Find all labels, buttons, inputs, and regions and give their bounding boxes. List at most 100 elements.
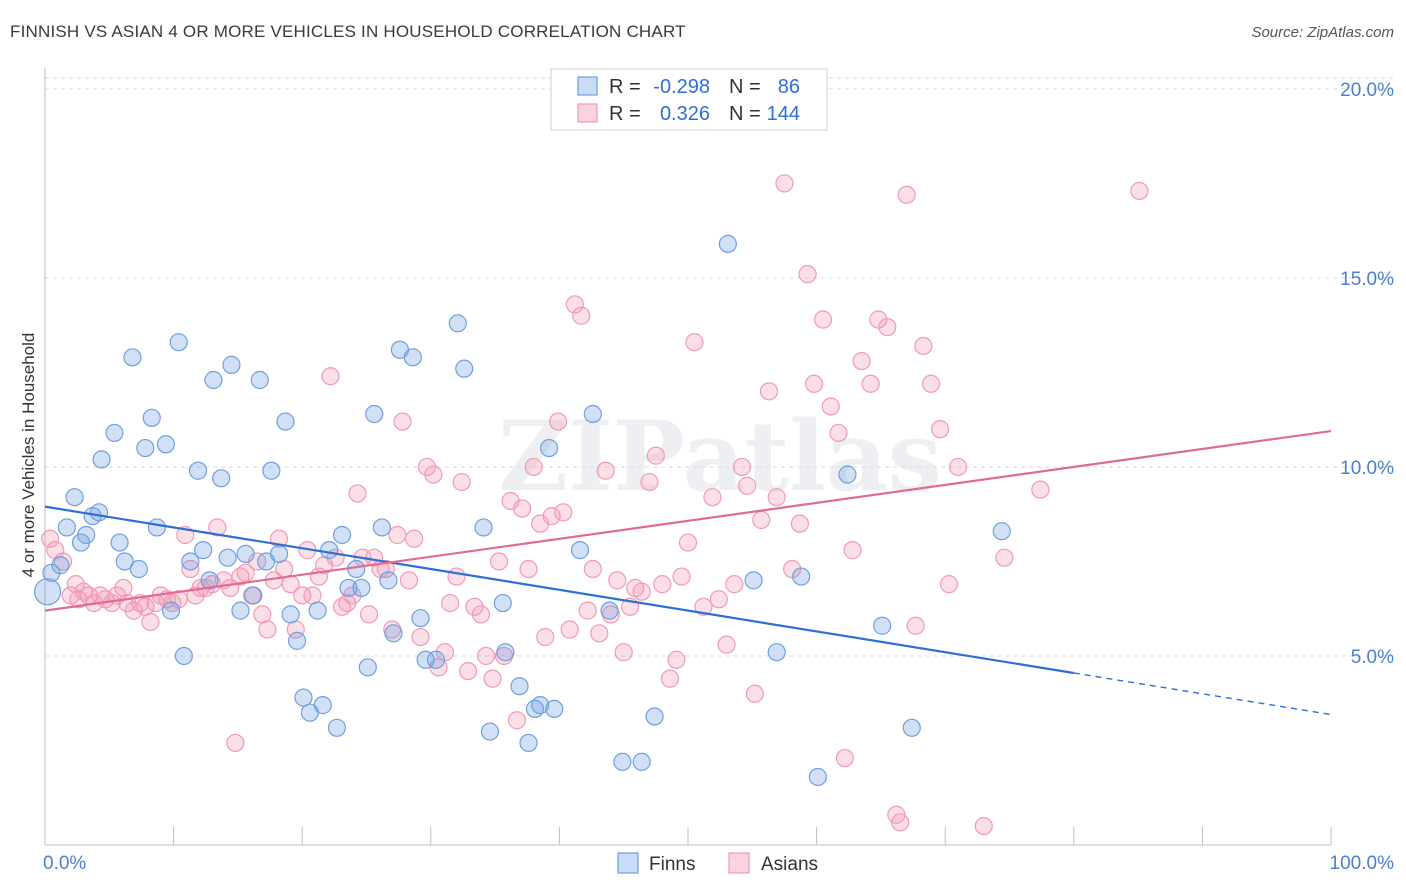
y-tick-label-0: 5.0% (1351, 647, 1394, 668)
asians-point (752, 510, 771, 529)
finns-point (767, 643, 786, 662)
finns-point (372, 518, 392, 537)
asians-point (653, 575, 672, 594)
finns-point (403, 348, 422, 367)
asians-point (798, 265, 817, 284)
asians-point (930, 420, 950, 439)
asians-point (66, 575, 85, 594)
asians-point (775, 174, 794, 193)
bottom-legend-swatch-finns (617, 852, 639, 874)
finns-point (308, 601, 327, 620)
finns-point (244, 586, 263, 605)
asians-point (536, 627, 555, 647)
finns-point (540, 438, 559, 458)
y-axis-title: 4 or more Vehicles in Household (19, 333, 38, 578)
bottom-legend-label-asians: Asians (761, 854, 818, 875)
asians-point (672, 567, 691, 586)
finns-point (200, 571, 219, 590)
finns-point (448, 314, 467, 333)
asians-point (321, 367, 340, 386)
asians-point (275, 559, 294, 579)
asians-point (524, 457, 543, 477)
x-tick-label-min: 0.0% (43, 853, 86, 874)
asians-point (861, 374, 880, 393)
finns-point (231, 601, 250, 620)
asians-point (878, 317, 897, 337)
asians-point (921, 374, 941, 393)
asians-points (41, 174, 1149, 836)
asians-point (646, 446, 665, 465)
finns-point (327, 718, 347, 737)
y-tick-label-1: 10.0% (1340, 458, 1394, 479)
asians-point (891, 813, 910, 832)
asians-point (897, 185, 916, 204)
finns-point (838, 465, 857, 484)
finns-point (792, 567, 811, 586)
legend-r-label-asians: R = (609, 103, 641, 125)
finns-point (218, 548, 237, 567)
asians-point (1130, 181, 1149, 201)
finns-point (115, 552, 134, 571)
finns-point (269, 544, 289, 564)
y-tick-labels: 5.0% 10.0% 15.0% 20.0% (1340, 80, 1394, 668)
asians-point (226, 733, 245, 753)
asians-point (614, 643, 633, 662)
finns-points (33, 234, 1011, 787)
asians-point (745, 684, 764, 703)
asians-point (565, 295, 584, 314)
asians-point (790, 514, 809, 533)
finns-point (510, 677, 529, 696)
asians-point (542, 506, 561, 526)
asians-point (813, 310, 833, 329)
asians-point (821, 397, 840, 416)
finns-point (212, 469, 231, 488)
finns-point (320, 541, 339, 560)
bottom-legend-swatch-asians (728, 852, 750, 874)
finns-point (156, 435, 175, 454)
asians-point (578, 601, 597, 620)
asians-point (513, 499, 532, 518)
asians-point (590, 624, 609, 643)
asians-point (458, 661, 478, 681)
x-tick-label-max: 100.0% (1330, 853, 1395, 874)
finns-point (992, 522, 1011, 541)
asians-point (767, 488, 786, 507)
finns-point (204, 370, 223, 390)
asians-point (678, 533, 698, 552)
finns-point (455, 359, 474, 378)
asians-point (804, 374, 824, 393)
asians-point (483, 669, 502, 688)
asians-point (41, 529, 60, 548)
legend-swatch-finns (577, 76, 598, 96)
finns-point (583, 404, 602, 424)
asians-point (417, 457, 437, 477)
asians-point (519, 559, 538, 579)
finns-point (51, 556, 70, 575)
finns-point (77, 525, 96, 545)
asians-point (424, 465, 443, 484)
asians-point (843, 541, 862, 560)
finns-point (570, 541, 590, 560)
asians-point (447, 567, 466, 586)
legend-r-value-finns: -0.298 (653, 76, 710, 98)
finns-point (294, 688, 313, 707)
finns-point (365, 404, 384, 424)
asians-point (293, 586, 312, 605)
finns-point (531, 696, 550, 715)
asians-point (995, 548, 1014, 567)
finns-point (174, 646, 193, 666)
asians-point (1031, 480, 1050, 499)
legend-n-label-finns: N = (729, 76, 761, 98)
asians-point (596, 461, 615, 480)
finns-point (411, 609, 430, 628)
finns-point (222, 355, 241, 374)
chart-title: FINNISH VS ASIAN 4 OR MORE VEHICLES IN H… (10, 22, 686, 41)
finns-point (416, 650, 435, 669)
asians-point (709, 590, 728, 609)
finns-point (236, 544, 255, 564)
asians-point (725, 575, 744, 594)
asians-point (507, 711, 527, 730)
finns-trend-extension (1073, 672, 1332, 716)
asians-point (554, 503, 573, 522)
finns-point (194, 541, 213, 560)
